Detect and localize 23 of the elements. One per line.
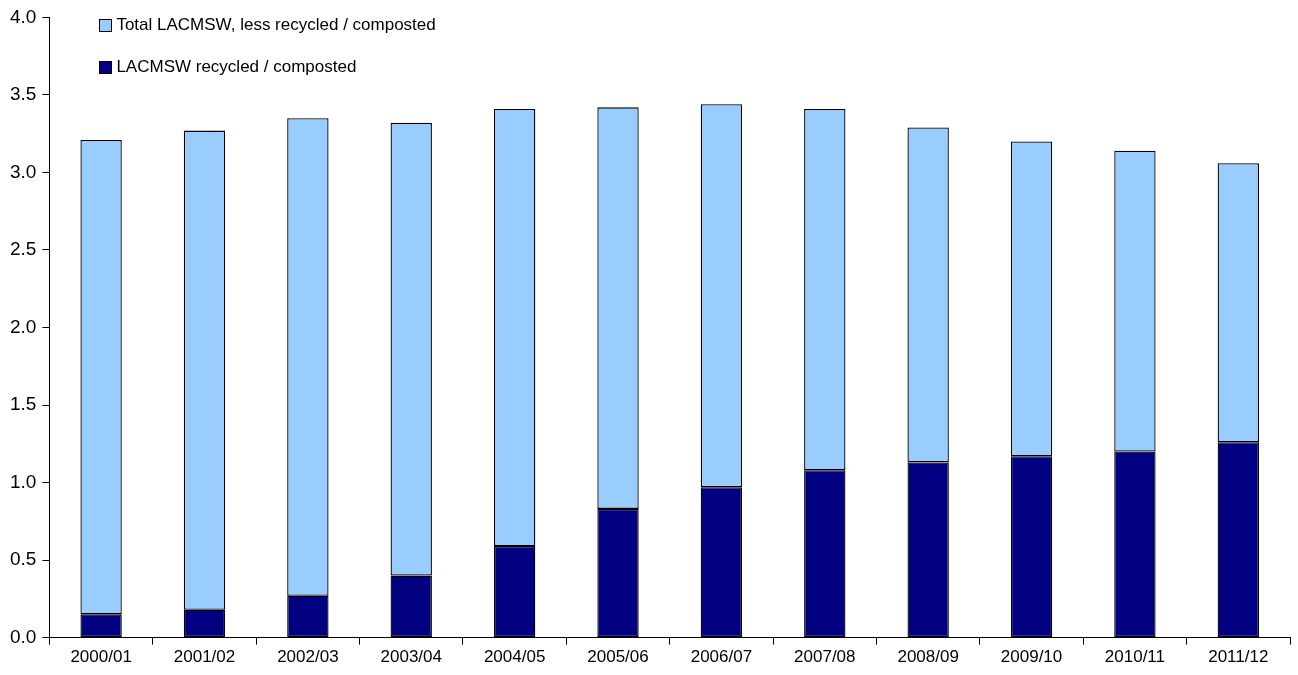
x-tick-label: 2007/08 [794,647,856,667]
x-tick-label: 2008/09 [897,647,959,667]
x-tick-label: 2003/04 [380,647,442,667]
x-tick-label: 2001/02 [173,647,236,667]
x-tick-label: 2011/12 [1208,647,1269,667]
y-tick-label: 2.0 [9,315,37,337]
x-tick-label: 2000/01 [70,647,132,667]
y-tick-label: 3.5 [9,83,37,105]
y-tick-label: 3.0 [9,160,37,182]
x-tick-label: 2010/11 [1104,647,1166,667]
y-tick-label: 0.5 [9,548,37,570]
x-tick-label: 2004/05 [483,647,546,667]
y-tick-label: 2.5 [9,238,37,260]
y-tick-label: 1.0 [9,470,37,492]
x-tick-label: 2006/07 [690,647,753,667]
y-tick-label: 4.0 [9,5,37,27]
legend-label: Total LACMSW, less recycled / composted [116,15,436,36]
y-tick-label: 0.0 [9,625,37,647]
legend-label: LACMSW recycled / composted [116,57,357,78]
x-tick-label: 2009/10 [1000,647,1063,667]
y-tick-label: 1.5 [9,393,37,415]
x-tick-label: 2002/03 [277,647,339,667]
x-tick-label: 2005/06 [587,647,649,667]
